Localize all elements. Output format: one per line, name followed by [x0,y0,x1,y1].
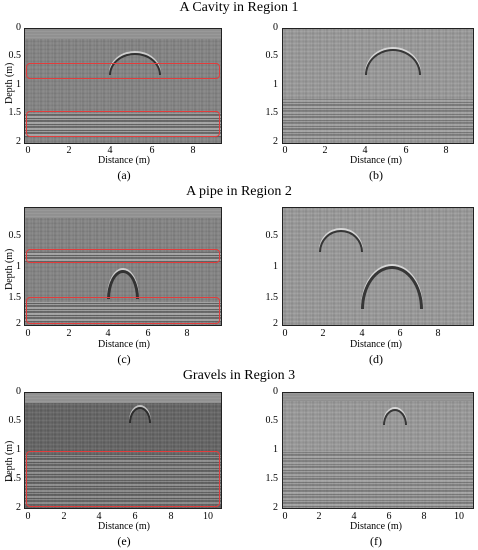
ytick-e-0: 0 [16,386,21,397]
gpr-image-e [24,392,222,509]
ytick-e-2: 1 [16,444,21,455]
deep-layer-band [283,99,473,139]
ytick-b-4: 2 [273,136,278,147]
ytick-f-2: 1 [273,444,278,455]
gpr-image-f [282,392,474,509]
ytick-a-3: 1.5 [8,107,22,118]
gpr-image-b [282,28,474,144]
ytick-c-0: 0.5 [8,230,22,241]
ytick-d-1: 1 [273,261,278,272]
xtick-c-3: 6 [145,328,151,339]
xtick-e-0: 0 [25,511,31,522]
ytick-d-2: 1.5 [265,292,279,303]
xtick-e-5: 10 [203,511,213,522]
ytick-a-2: 1 [16,79,21,90]
roi-box [26,63,220,79]
xtick-c-4: 8 [184,328,190,339]
xtick-a-1: 2 [66,145,72,156]
xlabel-c: Distance (m) [98,339,150,350]
surface-band [25,29,221,39]
surface-band [283,393,473,401]
ytick-c-1: 1 [16,261,21,272]
surface-band [25,208,221,218]
roi-box [26,451,220,507]
ytick-b-0: 0 [273,22,278,33]
section-title-1: A Cavity in Region 1 [179,0,299,15]
xtick-f-0: 0 [282,511,288,522]
xlabel-a: Distance (m) [98,155,150,166]
gravel-layer-band [283,451,473,507]
xtick-b-4: 8 [443,145,449,156]
xlabel-b: Distance (m) [350,155,402,166]
xtick-f-5: 10 [454,511,464,522]
ytick-f-1: 0.5 [265,415,279,426]
xtick-a-0: 0 [25,145,31,156]
ytick-b-1: 0.5 [265,50,279,61]
xtick-e-3: 6 [132,511,138,522]
ytick-d-3: 2 [273,318,278,329]
ytick-c-3: 2 [16,318,21,329]
caption-c: (c) [117,352,131,366]
xlabel-d: Distance (m) [350,339,402,350]
xtick-b-0: 0 [282,145,288,156]
xtick-a-2: 4 [107,145,113,156]
roi-box [26,111,220,137]
ytick-e-1: 0.5 [8,415,22,426]
xtick-f-4: 8 [421,511,427,522]
caption-e: (e) [117,534,131,548]
texture [283,393,473,508]
deep-layer-band [25,113,221,137]
section-title-2: A pipe in Region 2 [186,184,292,199]
roi-box [26,297,220,324]
xtick-f-1: 2 [316,511,322,522]
xtick-b-3: 6 [403,145,409,156]
caption-b: (b) [369,168,383,182]
xtick-d-2: 4 [359,328,365,339]
ytick-a-0: 0 [16,22,21,33]
xtick-a-4: 8 [190,145,196,156]
xtick-c-2: 4 [105,328,111,339]
xlabel-f: Distance (m) [350,521,402,532]
xtick-a-3: 6 [149,145,155,156]
ytick-a-1: 0.5 [8,50,22,61]
xtick-b-1: 2 [322,145,328,156]
caption-a: (a) [117,168,131,182]
shallow-layer-band [25,252,221,262]
caption-d: (d) [369,352,383,366]
ytick-f-3: 1.5 [265,473,279,484]
ytick-a-4: 2 [16,136,21,147]
xtick-f-3: 6 [386,511,392,522]
xtick-e-4: 8 [168,511,174,522]
gravel-layer-band [25,455,221,505]
ytick-e-4: 2 [16,502,21,513]
xtick-c-0: 0 [25,328,31,339]
ytick-b-3: 1.5 [265,107,279,118]
xtick-d-0: 0 [282,328,288,339]
surface-band [25,393,221,403]
deep-layer-band [25,302,221,322]
xtick-e-2: 4 [96,511,102,522]
gpr-image-a [24,28,222,144]
xtick-d-1: 2 [320,328,326,339]
xlabel-e: Distance (m) [98,521,150,532]
ytick-b-2: 1 [273,79,278,90]
roi-box [26,249,220,263]
gpr-image-c [24,207,222,326]
caption-f: (f) [370,534,382,548]
xtick-b-2: 4 [362,145,368,156]
ytick-f-4: 2 [273,502,278,513]
ytick-d-0: 0.5 [265,230,279,241]
ytick-e-3: 1.5 [8,473,22,484]
ytick-c-2: 1.5 [8,292,22,303]
xtick-e-1: 2 [61,511,67,522]
xtick-f-2: 4 [351,511,357,522]
xtick-d-4: 8 [435,328,441,339]
xtick-c-1: 2 [66,328,72,339]
gpr-image-d [282,207,474,326]
ytick-f-0: 0 [273,386,278,397]
section-title-3: Gravels in Region 3 [182,368,296,383]
xtick-d-3: 6 [397,328,403,339]
